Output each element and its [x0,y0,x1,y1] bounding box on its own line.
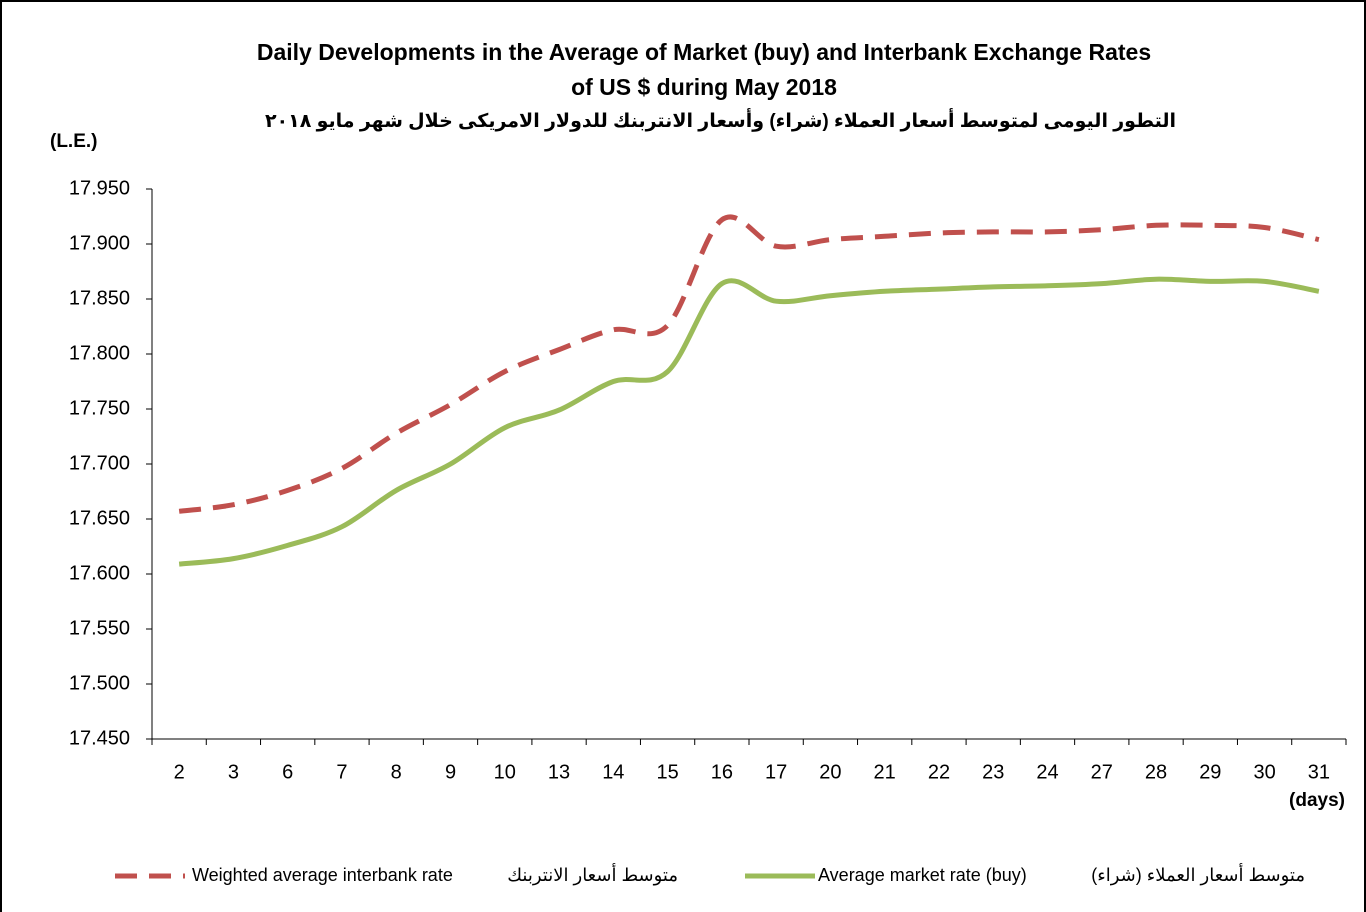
x-tick-label: 31 [1308,761,1330,783]
y-axis-label: (L.E.) [50,131,98,152]
x-tick-label: 17 [765,761,787,783]
x-tick-label: 20 [819,761,841,783]
y-tick-label: 17.850 [69,287,130,309]
legend-label: Average market rate (buy) [818,865,1027,885]
y-tick-label: 17.900 [69,232,130,254]
y-tick-label: 17.700 [69,452,130,474]
chart-title: Daily Developments in the Average of Mar… [257,39,1151,65]
x-tick-label: 10 [494,761,516,783]
x-tick-label: 8 [391,761,402,783]
legend-label: Weighted average interbank rate [192,865,453,885]
y-tick-label: 17.450 [69,727,130,749]
x-tick-label: 23 [982,761,1004,783]
chart-title-line2: of US $ during May 2018 [571,74,837,100]
x-tick-label: 7 [336,761,347,783]
x-tick-label: 3 [228,761,239,783]
x-tick-label: 27 [1091,761,1113,783]
x-tick-label: 6 [282,761,293,783]
x-tick-label: 21 [874,761,896,783]
y-tick-label: 17.750 [69,397,130,419]
x-tick-label: 29 [1199,761,1221,783]
y-tick-label: 17.600 [69,562,130,584]
y-tick-label: 17.650 [69,507,130,529]
legend-label-ar: متوسط أسعار الانتربنك [507,863,678,886]
x-tick-label: 16 [711,761,733,783]
chart-subtitle: التطور اليومى لمتوسط أسعار العملاء (شراء… [265,108,1176,132]
x-tick-label: 24 [1036,761,1058,783]
x-tick-label: 15 [656,761,678,783]
series-line [178,214,1320,514]
x-axis-label: (days) [1289,790,1345,811]
x-tick-label: 30 [1253,761,1275,783]
y-tick-label: 17.550 [69,617,130,639]
x-tick-label: 22 [928,761,950,783]
y-tick-label: 17.800 [69,342,130,364]
x-tick-label: 28 [1145,761,1167,783]
series-line [178,276,1320,567]
x-tick-label: 14 [602,761,624,783]
legend-label-ar: متوسط أسعار العملاء (شراء) [1091,863,1305,886]
x-tick-label: 2 [174,761,185,783]
x-tick-label: 13 [548,761,570,783]
y-tick-label: 17.500 [69,672,130,694]
y-tick-label: 17.950 [69,177,130,199]
x-tick-label: 9 [445,761,456,783]
